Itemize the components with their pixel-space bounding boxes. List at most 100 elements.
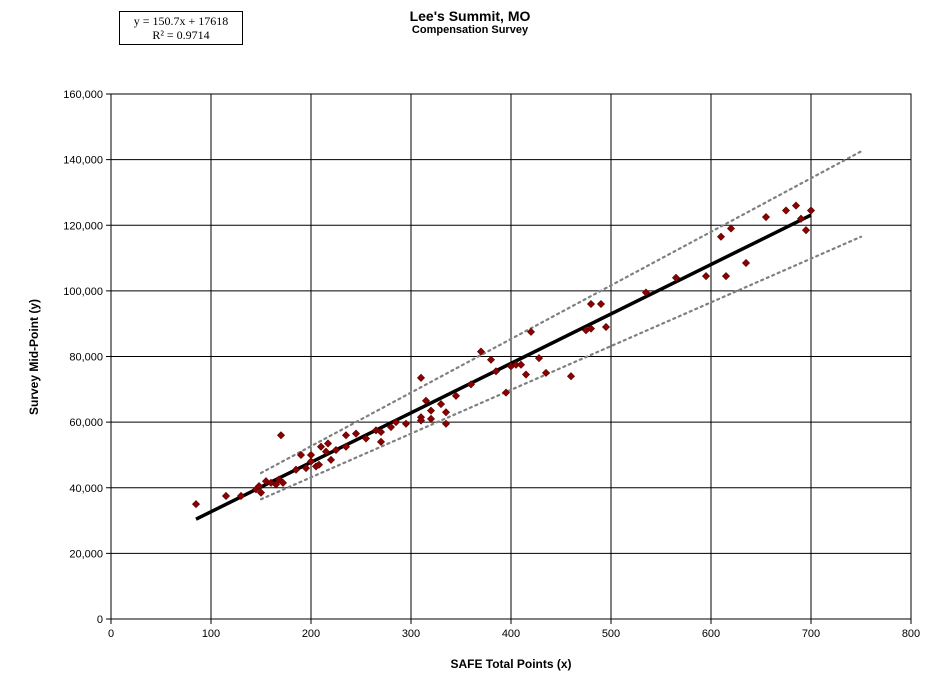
data-point bbox=[716, 232, 726, 241]
y-tick-label: 140,000 bbox=[63, 155, 103, 167]
x-tick-label: 800 bbox=[902, 628, 920, 640]
data-point bbox=[476, 347, 486, 356]
data-point bbox=[236, 491, 246, 500]
y-tick-label: 20,000 bbox=[69, 548, 103, 560]
data-point bbox=[323, 439, 333, 448]
data-point bbox=[441, 408, 451, 417]
confidence-bands bbox=[259, 150, 863, 501]
x-tick-label: 600 bbox=[702, 628, 720, 640]
data-point bbox=[326, 455, 336, 464]
data-point bbox=[534, 354, 544, 363]
y-tick-label: 80,000 bbox=[69, 352, 103, 364]
data-point bbox=[341, 431, 351, 440]
x-tick-label: 300 bbox=[402, 628, 420, 640]
x-axis-label: SAFE Total Points (x) bbox=[450, 657, 571, 671]
data-point bbox=[376, 437, 386, 446]
data-point bbox=[781, 206, 791, 215]
data-point bbox=[436, 400, 446, 409]
data-point bbox=[296, 450, 306, 459]
data-point bbox=[721, 272, 731, 281]
data-point bbox=[276, 431, 286, 440]
data-point bbox=[601, 322, 611, 331]
grid-lines bbox=[110, 93, 912, 620]
chart-title: Lee's Summit, MO bbox=[409, 8, 531, 24]
data-point bbox=[306, 450, 316, 459]
y-tick-label: 120,000 bbox=[63, 220, 103, 232]
data-point bbox=[321, 447, 331, 456]
data-point bbox=[421, 396, 431, 405]
data-point bbox=[516, 360, 526, 369]
data-point bbox=[741, 258, 751, 268]
y-axis-label: Survey Mid-Point (y) bbox=[27, 299, 41, 415]
data-point bbox=[306, 457, 316, 466]
data-point bbox=[486, 355, 496, 364]
data-point bbox=[466, 380, 476, 389]
data-point bbox=[316, 442, 326, 451]
y-tick-label: 0 bbox=[97, 614, 103, 626]
x-tick-label: 500 bbox=[602, 628, 620, 640]
data-point bbox=[254, 482, 264, 491]
y-tick-label: 40,000 bbox=[69, 483, 103, 495]
regression-equation: y = 150.7x + 17618 bbox=[133, 14, 229, 28]
y-axis-ticks: 0 20,000 40,000 60,000 80,000 100,000 120,000 1… bbox=[63, 89, 111, 626]
data-point bbox=[376, 427, 386, 436]
data-point bbox=[501, 388, 511, 397]
data-point bbox=[301, 464, 311, 473]
data-point bbox=[801, 226, 811, 235]
chart-subtitle: Compensation Survey bbox=[411, 24, 529, 36]
data-point bbox=[426, 406, 436, 415]
trendline bbox=[195, 213, 812, 521]
x-tick-label: 400 bbox=[502, 628, 520, 640]
data-point bbox=[291, 465, 301, 474]
data-point bbox=[526, 327, 536, 336]
upper-band-line bbox=[259, 150, 863, 475]
data-point bbox=[274, 475, 284, 484]
data-point bbox=[541, 368, 551, 377]
data-point bbox=[596, 299, 606, 309]
x-tick-label: 200 bbox=[302, 628, 320, 640]
data-point bbox=[641, 288, 651, 297]
data-point bbox=[314, 460, 324, 469]
data-point bbox=[221, 491, 231, 500]
data-point bbox=[341, 442, 351, 451]
data-point bbox=[521, 370, 531, 379]
y-tick-label: 100,000 bbox=[63, 286, 103, 298]
data-point bbox=[256, 488, 266, 497]
data-point bbox=[416, 373, 426, 382]
data-point bbox=[441, 419, 451, 428]
data-point bbox=[761, 213, 771, 222]
x-tick-label: 100 bbox=[202, 628, 220, 640]
data-point bbox=[401, 419, 411, 428]
y-tick-label: 60,000 bbox=[69, 417, 103, 429]
regression-equation-box: y = 150.7x + 17618 R² = 0.9714 bbox=[119, 11, 243, 45]
data-point bbox=[386, 423, 396, 432]
data-point bbox=[191, 500, 201, 509]
data-point bbox=[391, 418, 401, 427]
data-point bbox=[701, 272, 711, 281]
data-point bbox=[278, 478, 288, 487]
data-point bbox=[416, 416, 426, 425]
data-point bbox=[566, 372, 576, 381]
data-point bbox=[271, 480, 281, 489]
data-point bbox=[351, 429, 361, 438]
x-tick-label: 0 bbox=[108, 628, 114, 640]
data-point bbox=[726, 224, 736, 233]
data-point bbox=[261, 477, 271, 486]
x-axis-ticks: 0 100 200 300 400 500 600 700 800 bbox=[108, 619, 920, 640]
data-point bbox=[331, 445, 341, 455]
data-point bbox=[586, 324, 596, 333]
data-point bbox=[671, 273, 681, 282]
data-point bbox=[426, 414, 436, 423]
data-point bbox=[806, 206, 816, 215]
data-point bbox=[796, 214, 806, 223]
data-point bbox=[451, 391, 461, 400]
r-squared-value: R² = 0.9714 bbox=[152, 28, 210, 42]
chart-title-block: Lee's Summit, MO Compensation Survey bbox=[380, 8, 560, 36]
data-points bbox=[191, 201, 816, 509]
data-point bbox=[491, 367, 501, 376]
data-point bbox=[586, 299, 596, 309]
data-point bbox=[791, 201, 801, 210]
x-tick-label: 700 bbox=[802, 628, 820, 640]
lower-band-line bbox=[259, 235, 863, 501]
